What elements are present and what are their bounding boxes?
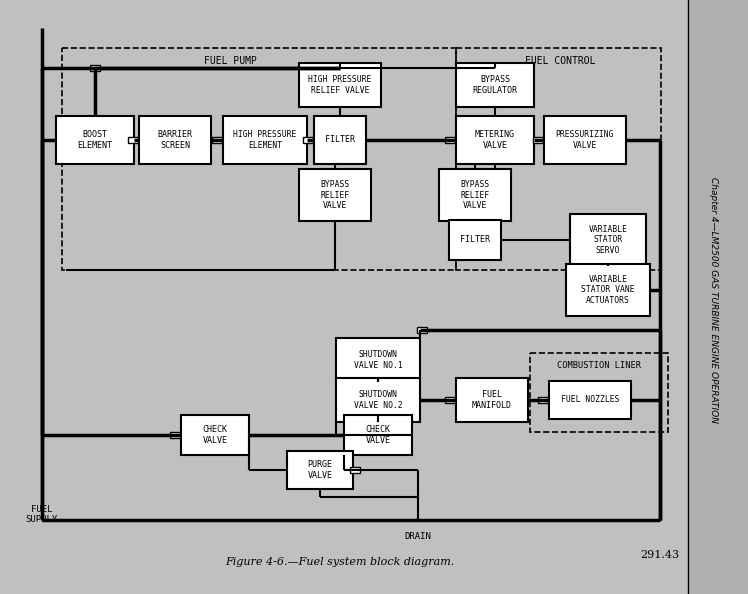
Text: PURGE
VALVE: PURGE VALVE — [307, 460, 333, 480]
Text: VARIABLE
STATOR
SERVO: VARIABLE STATOR SERVO — [589, 225, 628, 255]
Text: BOOST
ELEMENT: BOOST ELEMENT — [78, 130, 112, 150]
Bar — [456, 378, 528, 422]
Text: CHECK
VALVE: CHECK VALVE — [366, 425, 390, 445]
Text: 291.43: 291.43 — [640, 550, 680, 560]
Bar — [549, 381, 631, 419]
Text: Chapter 4—LM2500 GAS TURBINE ENGINE OPERATION: Chapter 4—LM2500 GAS TURBINE ENGINE OPER… — [710, 177, 719, 423]
Bar — [212, 137, 222, 143]
Bar — [570, 214, 646, 266]
Bar — [530, 353, 668, 432]
Bar — [344, 415, 412, 455]
Text: FUEL
MANIFOLD: FUEL MANIFOLD — [472, 390, 512, 410]
Text: DRAIN: DRAIN — [405, 532, 432, 541]
Bar — [538, 397, 548, 403]
Bar — [350, 467, 360, 473]
Text: BARRIER
SCREEN: BARRIER SCREEN — [158, 130, 192, 150]
Bar — [139, 116, 211, 164]
Bar — [299, 169, 371, 221]
Bar — [456, 63, 534, 107]
Bar — [181, 415, 249, 455]
Bar — [445, 137, 455, 143]
Bar — [62, 48, 456, 270]
Bar — [303, 137, 313, 143]
Text: FUEL NOZZLES: FUEL NOZZLES — [561, 396, 619, 405]
Bar — [56, 116, 134, 164]
Bar — [456, 48, 661, 270]
Text: Figure 4-6.—Fuel system block diagram.: Figure 4-6.—Fuel system block diagram. — [225, 557, 455, 567]
Bar — [170, 432, 180, 438]
Bar — [90, 65, 100, 71]
Bar — [439, 169, 511, 221]
Text: SHUTDOWN
VALVE NO.2: SHUTDOWN VALVE NO.2 — [354, 390, 402, 410]
Bar — [445, 397, 455, 403]
Text: METERING
VALVE: METERING VALVE — [475, 130, 515, 150]
Text: FUEL PUMP: FUEL PUMP — [203, 56, 257, 66]
Bar — [456, 116, 534, 164]
Bar — [417, 327, 427, 333]
Text: BYPASS
REGULATOR: BYPASS REGULATOR — [473, 75, 518, 94]
Text: FUEL CONTROL: FUEL CONTROL — [525, 56, 595, 66]
Bar — [336, 338, 420, 382]
Text: PRESSURIZING
VALVE: PRESSURIZING VALVE — [556, 130, 614, 150]
Text: FUEL
SUPPLY: FUEL SUPPLY — [26, 505, 58, 525]
Text: FILTER: FILTER — [460, 235, 490, 245]
Bar — [449, 220, 501, 260]
Text: FILTER: FILTER — [325, 135, 355, 144]
Bar — [314, 116, 366, 164]
Bar — [544, 116, 626, 164]
Bar — [566, 264, 650, 316]
Bar — [287, 451, 353, 489]
Bar — [299, 63, 381, 107]
Bar — [688, 0, 748, 594]
Bar — [533, 137, 543, 143]
Bar — [336, 378, 420, 422]
Bar — [128, 137, 138, 143]
Text: BYPASS
RELIEF
VALVE: BYPASS RELIEF VALVE — [320, 180, 349, 210]
Text: SHUTDOWN
VALVE NO.1: SHUTDOWN VALVE NO.1 — [354, 350, 402, 369]
Text: CHECK
VALVE: CHECK VALVE — [203, 425, 227, 445]
Text: COMBUSTION LINER: COMBUSTION LINER — [557, 361, 641, 370]
Text: VARIABLE
STATOR VANE
ACTUATORS: VARIABLE STATOR VANE ACTUATORS — [581, 275, 635, 305]
Text: HIGH PRESSURE
RELIEF VALVE: HIGH PRESSURE RELIEF VALVE — [308, 75, 372, 94]
Bar — [223, 116, 307, 164]
Text: HIGH PRESSURE
ELEMENT: HIGH PRESSURE ELEMENT — [233, 130, 297, 150]
Text: BYPASS
RELIEF
VALVE: BYPASS RELIEF VALVE — [460, 180, 490, 210]
